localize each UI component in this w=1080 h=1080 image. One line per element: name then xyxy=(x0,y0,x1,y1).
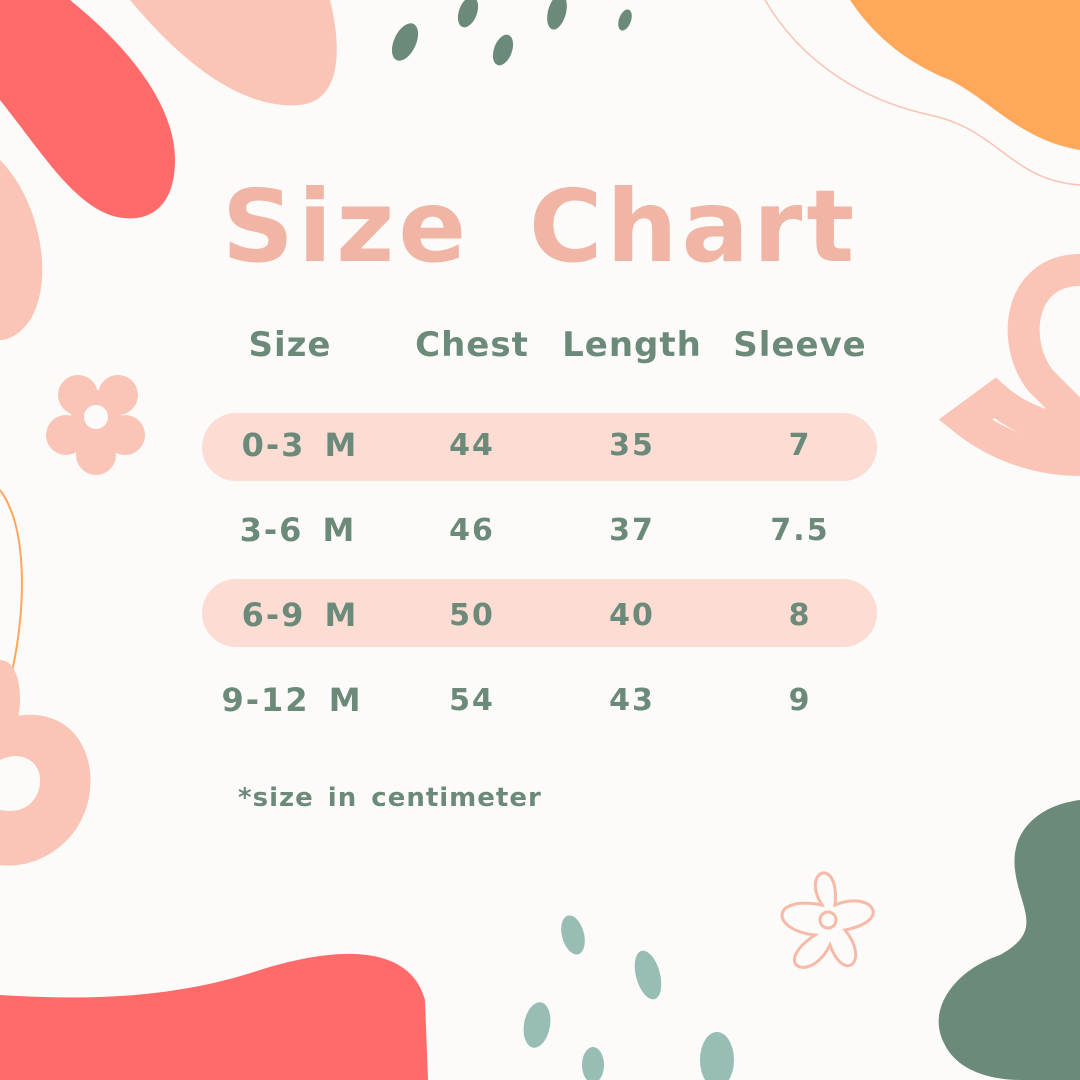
size-cell: 3-6 M xyxy=(239,511,357,549)
orange-line-left xyxy=(0,489,23,681)
peach-petal-left xyxy=(0,160,43,340)
coral-petal-top-left xyxy=(0,0,175,219)
peach-blob-top xyxy=(130,0,337,106)
sleeve-cell: 7.5 xyxy=(770,513,830,548)
peach-loop-left xyxy=(0,714,91,866)
size-cell: 0-3 M xyxy=(241,426,359,464)
header-size: Size xyxy=(248,325,332,365)
row-highlight-band xyxy=(202,413,877,481)
length-cell: 40 xyxy=(609,598,655,633)
chest-cell: 46 xyxy=(449,513,495,548)
orange-blob-top-right xyxy=(850,0,1080,150)
sleeve-cell: 9 xyxy=(788,683,812,718)
unit-note: *size in centimeter xyxy=(238,783,542,813)
sleeve-cell: 7 xyxy=(788,428,812,463)
size-cell: 9-12 M xyxy=(221,681,363,719)
chest-cell: 50 xyxy=(449,598,495,633)
header-sleeve: Sleeve xyxy=(733,325,867,365)
page-title: Size Chart xyxy=(221,168,859,285)
sleeve-cell: 8 xyxy=(788,598,812,633)
length-cell: 43 xyxy=(609,683,655,718)
flower-outline-icon xyxy=(780,871,875,969)
header-length: Length xyxy=(562,325,702,365)
peach-ring-right xyxy=(938,254,1080,476)
header-chest: Chest xyxy=(415,325,529,365)
chest-cell: 54 xyxy=(449,683,495,718)
chest-cell: 44 xyxy=(449,428,495,463)
length-cell: 37 xyxy=(609,513,655,548)
leaf-dots-bottom xyxy=(523,915,734,1080)
peach-loop-left-upper xyxy=(0,660,20,730)
green-blob-bottom-right xyxy=(938,800,1080,1080)
size-cell: 6-9 M xyxy=(241,596,359,634)
coral-blob-bottom xyxy=(0,953,428,1080)
leaf-dots-top xyxy=(391,0,632,66)
thin-line-top-right xyxy=(764,0,1080,186)
row-highlight-band xyxy=(202,579,877,647)
length-cell: 35 xyxy=(609,428,655,463)
flower-icon-left xyxy=(46,375,145,475)
